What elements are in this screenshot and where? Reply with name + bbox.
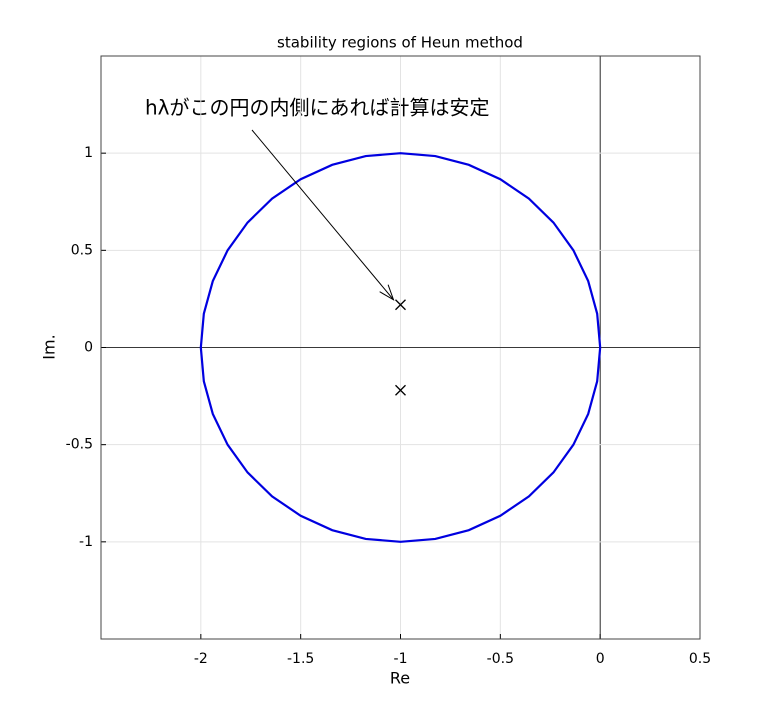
annotation-arrow — [251, 129, 394, 301]
eigenvalue-marker — [395, 299, 406, 311]
y-tick-label: 1 — [84, 145, 93, 161]
eigenvalue-marker — [395, 384, 406, 396]
x-tick-label: -1 — [394, 651, 408, 667]
x-tick-label: 0.5 — [689, 651, 711, 667]
annotation-arrowhead — [379, 284, 395, 301]
x-axis-label: Re — [390, 669, 410, 688]
x-tick-label: -1.5 — [287, 651, 314, 667]
x-tick-label: -0.5 — [487, 651, 514, 667]
y-tick-label: 0.5 — [71, 242, 93, 258]
annotation: hλがこの円の内側にあれば計算は安定 — [145, 96, 490, 120]
chart-title: stability regions of Heun method — [277, 34, 523, 52]
y-axis-label: Im. — [40, 334, 59, 359]
x-tick-label: -2 — [194, 651, 208, 667]
x-tick-label: 0 — [596, 651, 605, 667]
axes-box — [100, 55, 701, 640]
y-tick-label: -1 — [79, 534, 93, 550]
y-tick-label: 0 — [84, 340, 93, 356]
y-tick-label: -0.5 — [66, 437, 93, 453]
stability-circle — [199, 152, 602, 543]
